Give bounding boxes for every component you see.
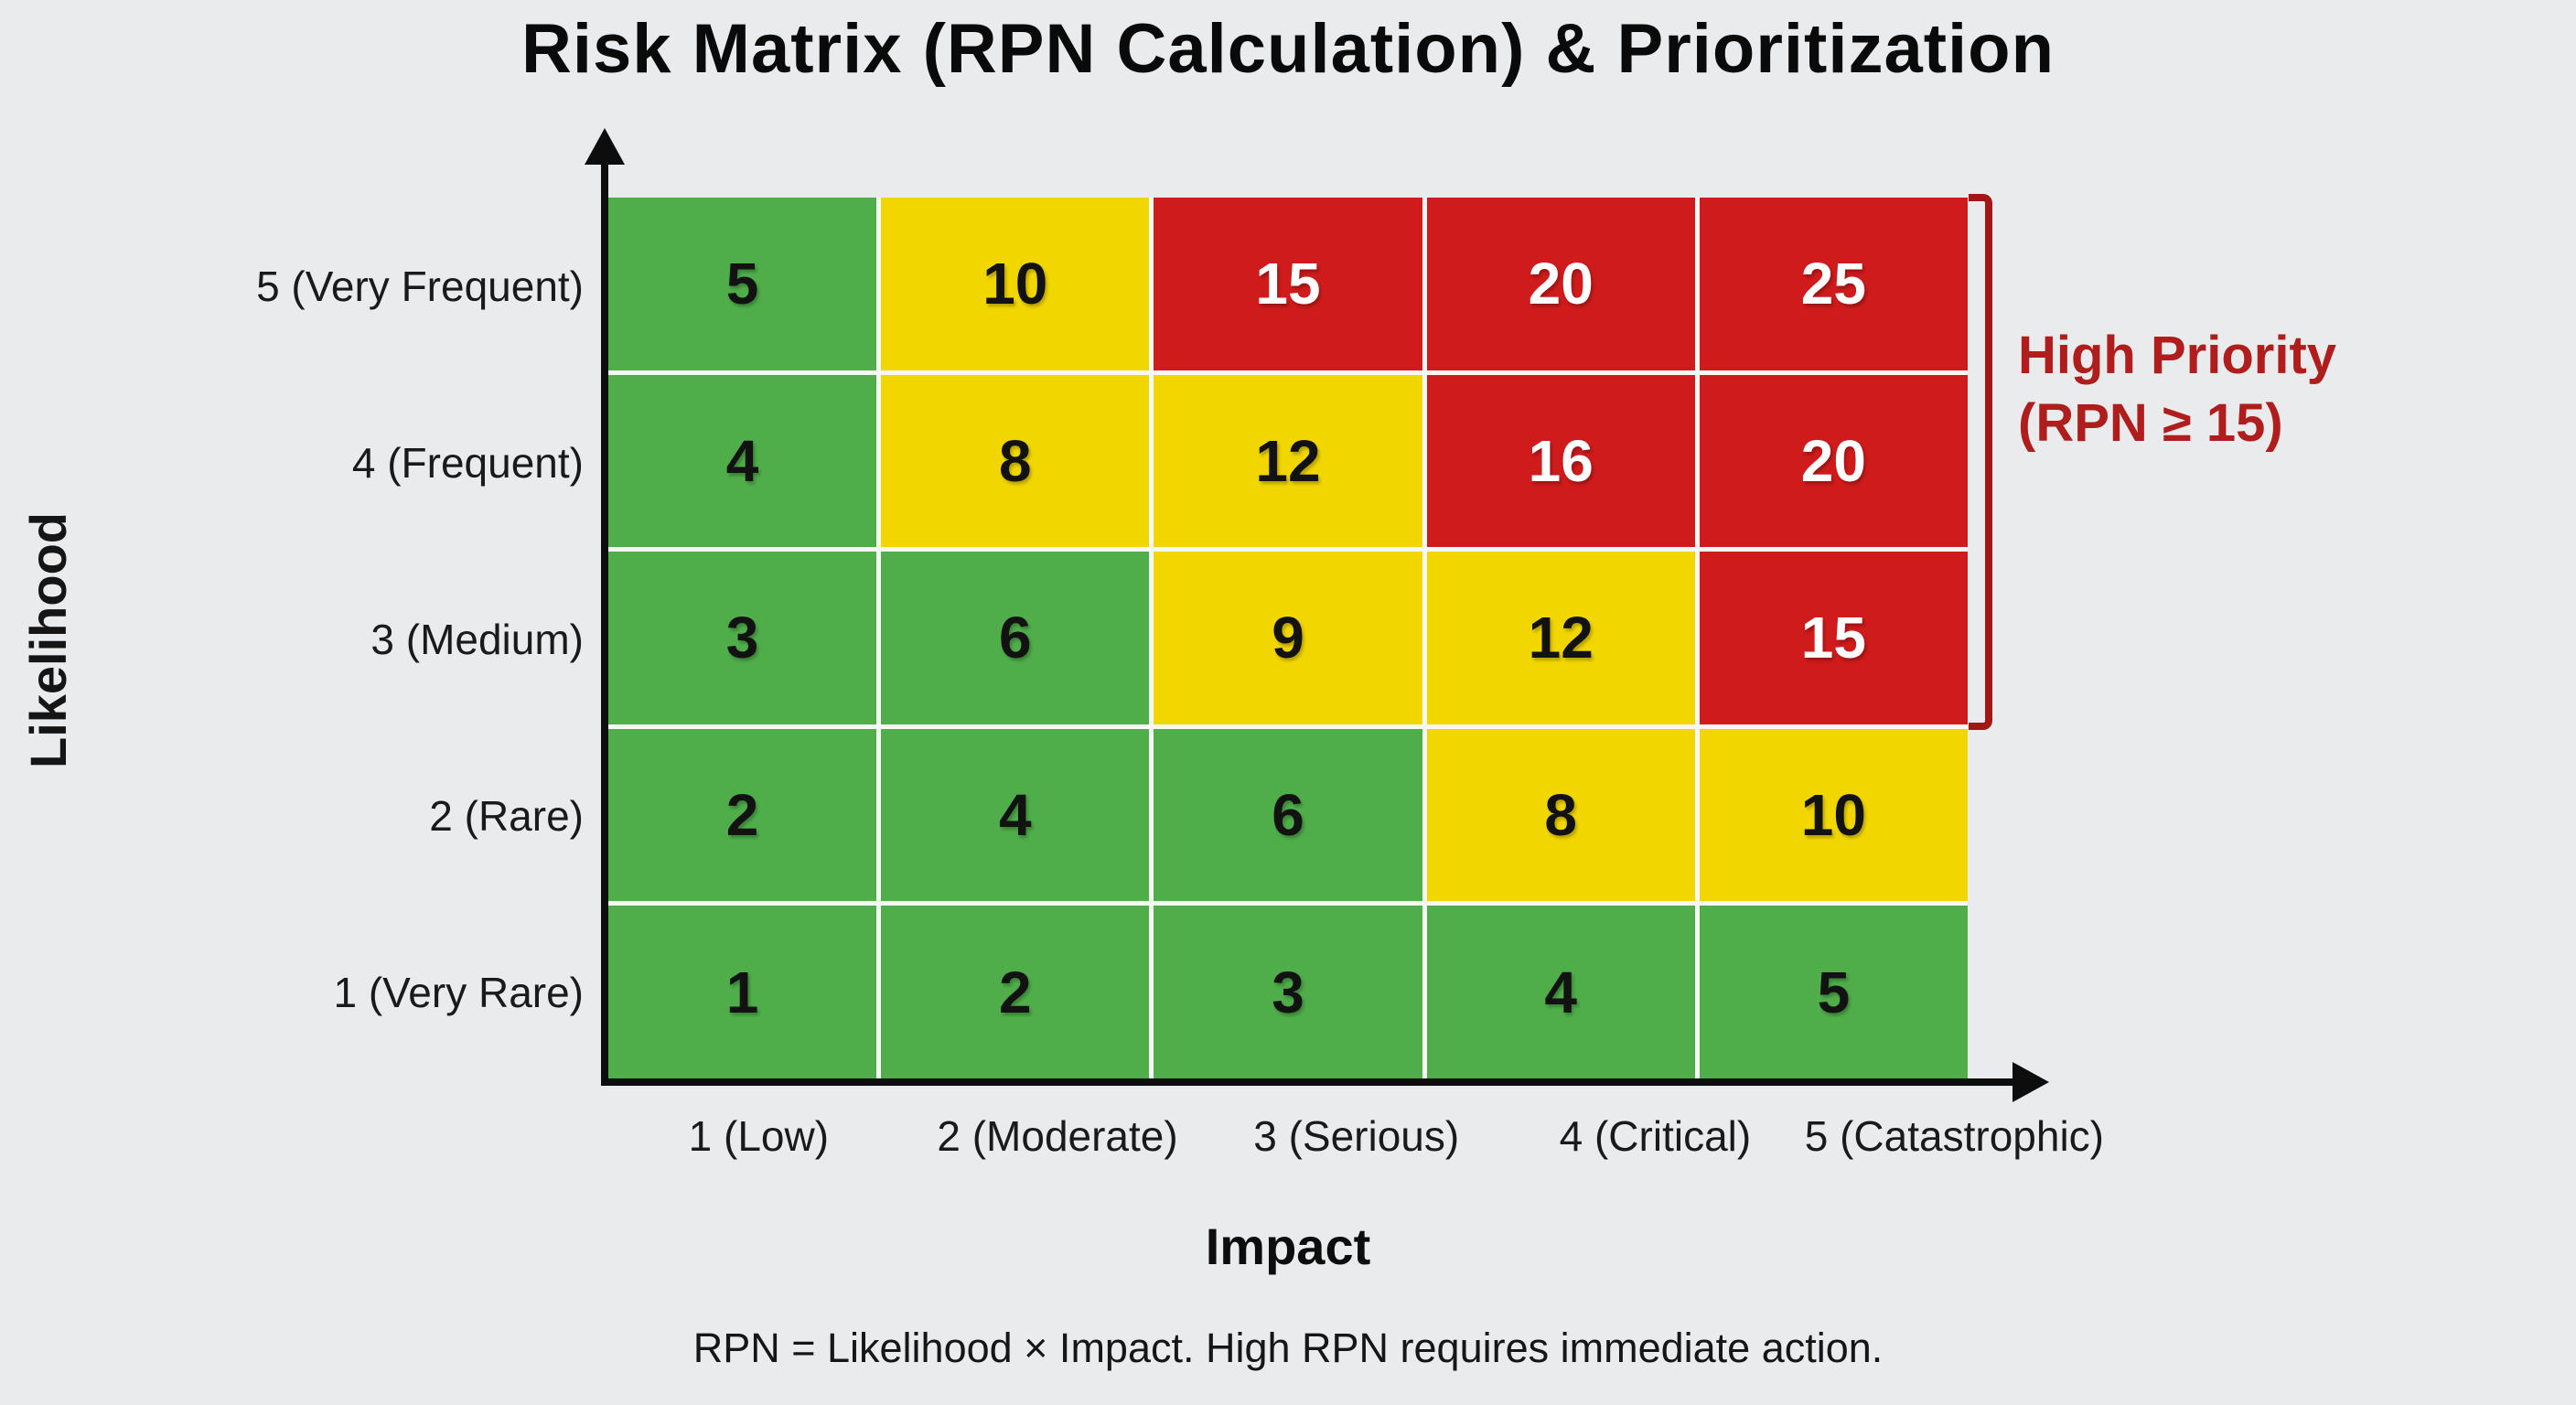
y-tick-label: 4 (Frequent) [351,438,584,487]
x-axis-title: Impact [1205,1217,1371,1275]
y-axis-line [601,156,608,1085]
matrix-cell: 16 [1426,374,1695,548]
matrix-cell: 15 [1699,552,1968,724]
x-axis-line [601,1078,2017,1086]
matrix-cell: 8 [881,374,1150,548]
risk-matrix-grid: 5 10 15 20 25 4 8 12 16 20 3 6 9 12 15 2 4 6 8 10 1 2 3 4 5 [608,198,1968,1078]
rpn-formula-note: RPN = Likelihood × Impact. High RPN requ… [692,1325,1884,1371]
matrix-cell: 8 [1426,728,1695,902]
y-tick-label: 2 (Rare) [429,792,584,841]
high-priority-annotation-line1: High Priority [2018,326,2337,385]
y-axis-title: Likelihood [19,512,77,768]
y-tick-label: 1 (Very Rare) [333,969,584,1017]
matrix-cell: 2 [608,728,877,902]
matrix-cell: 1 [608,906,877,1078]
matrix-cell: 4 [608,374,877,548]
y-tick-label: 3 (Medium) [370,616,584,663]
matrix-cell: 4 [881,728,1150,902]
high-priority-annotation: High Priority (RPN ≥ 15) [2018,322,2530,457]
matrix-cell: 12 [1154,374,1422,548]
matrix-cell: 6 [881,552,1150,724]
x-tick-label: 4 (Critical) [1559,1112,1752,1160]
matrix-cell: 9 [1154,552,1422,724]
x-tick-label: 1 (Low) [688,1112,830,1160]
matrix-cell: 15 [1154,198,1422,370]
matrix-cell: 5 [608,198,877,370]
y-axis-tick-labels: 5 (Very Frequent) 4 (Frequent) 3 (Medium) 2… [110,198,584,1081]
matrix-cell: 20 [1426,198,1695,370]
matrix-cell: 25 [1699,198,1968,370]
x-tick-label: 5 (Catastrophic) [1804,1112,2104,1160]
matrix-cell: 5 [1699,906,1968,1078]
matrix-cell: 4 [1426,906,1695,1078]
matrix-cell: 2 [881,906,1150,1078]
x-tick-label: 3 (Serious) [1253,1112,1460,1160]
high-priority-annotation-line2: (RPN ≥ 15) [2018,393,2283,454]
high-priority-bracket [1969,194,1992,730]
matrix-cell: 3 [1154,906,1422,1078]
chart-title: Risk Matrix (RPN Calculation) & Prioriti… [521,10,2055,88]
x-axis-arrow-icon [2012,1062,2049,1102]
y-tick-label: 5 (Very Frequent) [256,262,584,310]
x-tick-label: 2 (Moderate) [937,1112,1178,1160]
matrix-cell: 6 [1154,728,1422,902]
matrix-cell: 10 [1699,728,1968,902]
matrix-cell: 20 [1699,374,1968,548]
x-axis-tick-labels: 1 (Low) 2 (Moderate) 3 (Serious) 4 (Critica… [609,1109,2104,1164]
matrix-cell: 10 [881,198,1150,370]
matrix-cell: 12 [1426,552,1695,724]
matrix-cell: 3 [608,552,877,724]
